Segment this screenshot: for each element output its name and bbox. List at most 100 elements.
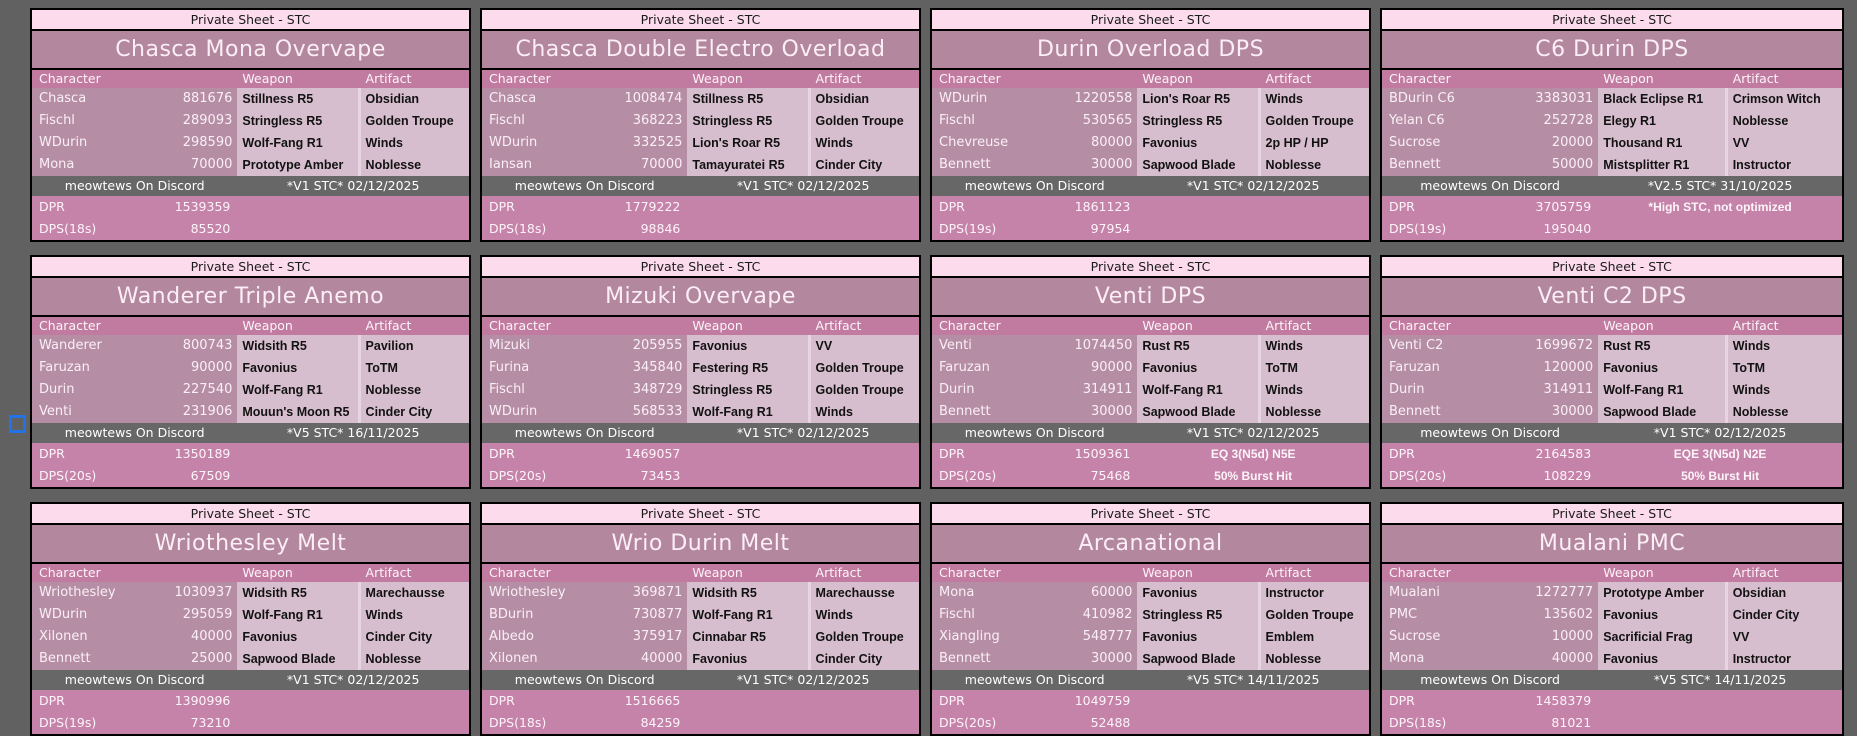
character-value[interactable]: 252728 bbox=[1543, 113, 1594, 128]
dpr-note[interactable] bbox=[687, 196, 919, 218]
artifact-cell[interactable]: Winds bbox=[357, 604, 469, 626]
dpr-value[interactable]: 3705759 bbox=[1535, 199, 1592, 214]
dps-note[interactable] bbox=[1598, 712, 1842, 734]
column-header-weapon[interactable]: Weapon bbox=[1603, 318, 1654, 333]
column-header-character[interactable]: Character bbox=[489, 318, 551, 333]
dps-label[interactable]: DPS(20s) bbox=[939, 715, 997, 730]
weapon-cell[interactable]: Favonius bbox=[1598, 357, 1725, 379]
character-name[interactable]: Faruzan bbox=[939, 360, 990, 375]
character-value[interactable]: 800743 bbox=[182, 338, 233, 353]
weapon-cell[interactable]: Widsith R5 bbox=[237, 335, 358, 357]
column-header-artifact[interactable]: Artifact bbox=[1265, 565, 1312, 580]
column-header-weapon[interactable]: Weapon bbox=[242, 318, 293, 333]
character-name[interactable]: Chevreuse bbox=[939, 135, 1009, 150]
version-cell[interactable]: *V1 STC* 02/12/2025 bbox=[286, 672, 420, 687]
character-value[interactable]: 40000 bbox=[191, 629, 233, 644]
dpr-note[interactable] bbox=[1137, 196, 1369, 218]
artifact-cell[interactable]: Noblesse bbox=[1257, 154, 1369, 176]
character-value[interactable]: 1220558 bbox=[1074, 91, 1133, 106]
column-header-artifact[interactable]: Artifact bbox=[1732, 565, 1779, 580]
character-value[interactable]: 289093 bbox=[182, 113, 233, 128]
card-title-cell[interactable]: Mualani PMC bbox=[1382, 525, 1842, 564]
dps-note[interactable] bbox=[237, 712, 469, 734]
character-value[interactable]: 90000 bbox=[1091, 360, 1133, 375]
column-header-artifact[interactable]: Artifact bbox=[1265, 71, 1312, 86]
dpr-note[interactable] bbox=[237, 196, 469, 218]
dpr-value[interactable]: 1516665 bbox=[624, 693, 681, 708]
dps-label[interactable]: DPS(18s) bbox=[1389, 715, 1447, 730]
weapon-cell[interactable]: Favonius bbox=[1137, 357, 1258, 379]
version-cell[interactable]: *V1 STC* 02/12/2025 bbox=[286, 178, 420, 193]
character-value[interactable]: 295059 bbox=[182, 607, 233, 622]
character-value[interactable]: 1008474 bbox=[624, 91, 683, 106]
artifact-cell[interactable]: VV bbox=[807, 335, 919, 357]
card-title-cell[interactable]: C6 Durin DPS bbox=[1382, 31, 1842, 70]
character-name[interactable]: Bennett bbox=[939, 404, 991, 419]
artifact-cell[interactable]: Cinder City bbox=[807, 648, 919, 670]
dpr-note[interactable] bbox=[1137, 690, 1369, 712]
version-cell[interactable]: *V1 STC* 02/12/2025 bbox=[736, 425, 870, 440]
character-value[interactable]: 332525 bbox=[632, 135, 683, 150]
artifact-cell[interactable]: Noblesse bbox=[357, 648, 469, 670]
weapon-cell[interactable]: Mouun's Moon R5 bbox=[237, 401, 358, 423]
column-header-weapon[interactable]: Weapon bbox=[242, 565, 293, 580]
column-header-weapon[interactable]: Weapon bbox=[242, 71, 293, 86]
character-name[interactable]: Sucrose bbox=[1389, 135, 1441, 150]
artifact-cell[interactable]: Obsidian bbox=[357, 88, 469, 110]
artifact-cell[interactable]: Noblesse bbox=[1724, 110, 1842, 132]
weapon-cell[interactable]: Festering R5 bbox=[687, 357, 808, 379]
character-value[interactable]: 568533 bbox=[632, 404, 683, 419]
character-name[interactable]: Bennett bbox=[39, 651, 91, 666]
character-name[interactable]: BDurin C6 bbox=[1389, 91, 1455, 106]
artifact-cell[interactable]: ToTM bbox=[357, 357, 469, 379]
weapon-cell[interactable]: Sapwood Blade bbox=[1598, 401, 1725, 423]
dps-note[interactable] bbox=[687, 218, 919, 240]
card-title-cell[interactable]: Wrio Durin Melt bbox=[482, 525, 919, 564]
character-name[interactable]: Venti bbox=[939, 338, 972, 353]
artifact-cell[interactable]: Winds bbox=[807, 132, 919, 154]
character-name[interactable]: Fischl bbox=[939, 607, 975, 622]
character-name[interactable]: WDurin bbox=[39, 135, 88, 150]
character-name[interactable]: Durin bbox=[1389, 382, 1425, 397]
weapon-cell[interactable]: Stringless R5 bbox=[1137, 604, 1258, 626]
character-value[interactable]: 1074450 bbox=[1074, 338, 1133, 353]
character-name[interactable]: Faruzan bbox=[39, 360, 90, 375]
credit-cell[interactable]: meowtews On Discord bbox=[964, 425, 1105, 440]
weapon-cell[interactable]: Favonius bbox=[1598, 604, 1725, 626]
artifact-cell[interactable]: Winds bbox=[357, 132, 469, 154]
sheet-label-cell[interactable]: Private Sheet - STC bbox=[1382, 10, 1842, 31]
credit-cell[interactable]: meowtews On Discord bbox=[514, 672, 655, 687]
character-name[interactable]: Mona bbox=[39, 157, 75, 172]
dps-note[interactable] bbox=[237, 218, 469, 240]
dpr-label[interactable]: DPR bbox=[39, 199, 65, 214]
character-name[interactable]: Fischl bbox=[489, 113, 525, 128]
artifact-cell[interactable]: Noblesse bbox=[357, 154, 469, 176]
weapon-cell[interactable]: Thousand R1 bbox=[1598, 132, 1725, 154]
dpr-value[interactable]: 1350189 bbox=[174, 446, 231, 461]
weapon-cell[interactable]: Favonius bbox=[687, 648, 808, 670]
weapon-cell[interactable]: Tamayuratei R5 bbox=[687, 154, 808, 176]
card-title-cell[interactable]: Venti C2 DPS bbox=[1382, 278, 1842, 317]
dps-label[interactable]: DPS(19s) bbox=[939, 221, 997, 236]
character-value[interactable]: 20000 bbox=[1551, 135, 1594, 150]
character-name[interactable]: Venti bbox=[39, 404, 72, 419]
character-value[interactable]: 30000 bbox=[1091, 404, 1133, 419]
dps-value[interactable]: 84259 bbox=[640, 715, 681, 730]
dps-note[interactable] bbox=[237, 465, 469, 487]
character-name[interactable]: Albedo bbox=[489, 629, 534, 644]
dps-value[interactable]: 75468 bbox=[1090, 468, 1131, 483]
sheet-label-cell[interactable]: Private Sheet - STC bbox=[1382, 504, 1842, 525]
artifact-cell[interactable]: Crimson Witch bbox=[1724, 88, 1842, 110]
character-name[interactable]: Xilonen bbox=[489, 651, 538, 666]
character-name[interactable]: WDurin bbox=[489, 404, 538, 419]
character-name[interactable]: Bennett bbox=[1389, 404, 1441, 419]
artifact-cell[interactable]: Instructor bbox=[1257, 582, 1369, 604]
character-value[interactable]: 50000 bbox=[1551, 157, 1594, 172]
character-value[interactable]: 231906 bbox=[182, 404, 233, 419]
artifact-cell[interactable]: Winds bbox=[807, 604, 919, 626]
character-value[interactable]: 30000 bbox=[1091, 157, 1133, 172]
weapon-cell[interactable]: Wolf-Fang R1 bbox=[1598, 379, 1725, 401]
credit-cell[interactable]: meowtews On Discord bbox=[514, 425, 655, 440]
artifact-cell[interactable]: Marechausse bbox=[807, 582, 919, 604]
character-name[interactable]: Iansan bbox=[489, 157, 533, 172]
